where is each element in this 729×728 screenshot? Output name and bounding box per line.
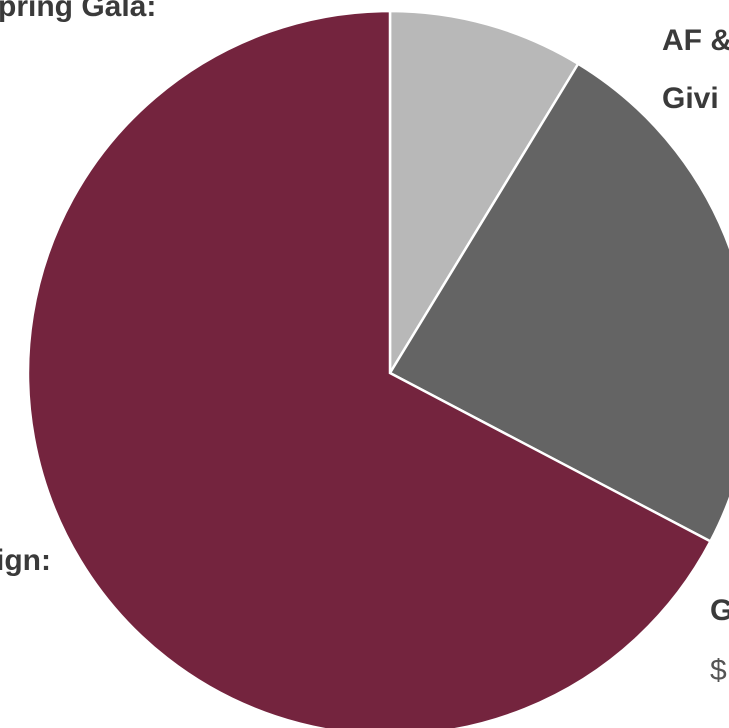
slice-label: Givi — [662, 82, 719, 115]
slice-label: AF & — [662, 24, 729, 57]
slice-label: ign: — [0, 544, 51, 577]
slice-label: G — [710, 594, 729, 627]
pie-slice — [388, 62, 729, 544]
pie-slice — [388, 9, 580, 378]
slice-label: $ — [710, 654, 727, 687]
pie-slice — [26, 9, 713, 728]
slice-label: pring Gala: — [0, 0, 156, 23]
